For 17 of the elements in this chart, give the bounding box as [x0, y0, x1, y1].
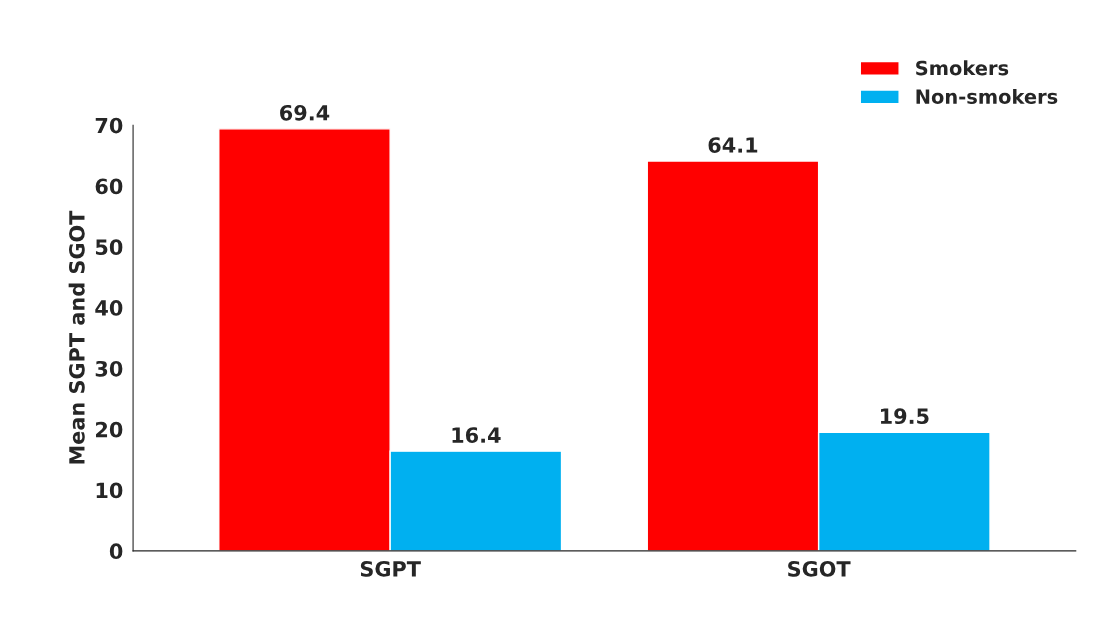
y-tick-label: 30 — [95, 360, 123, 377]
y-tick-label: 10 — [96, 482, 123, 499]
data-label: 69.4 — [280, 104, 330, 121]
y-tick-label: 20 — [96, 421, 123, 438]
y-tick-label: 70 — [95, 117, 123, 134]
x-tick-label: SGPT — [360, 560, 421, 577]
legend-label: Non-smokers — [916, 88, 1058, 104]
data-label: 19.5 — [880, 408, 929, 425]
y-tick-label: 50 — [95, 239, 123, 256]
data-label: 64.1 — [708, 137, 758, 153]
data-label: 16.4 — [452, 427, 501, 443]
x-tick-label: SGOT — [788, 560, 851, 577]
y-axis-title: Mean SGPT and SGOT — [68, 210, 85, 464]
y-tick-label: 40 — [95, 300, 123, 316]
legend-label: Smokers — [916, 60, 1009, 76]
y-tick-label: 60 — [95, 178, 123, 195]
y-tick-label: 0 — [109, 543, 123, 560]
